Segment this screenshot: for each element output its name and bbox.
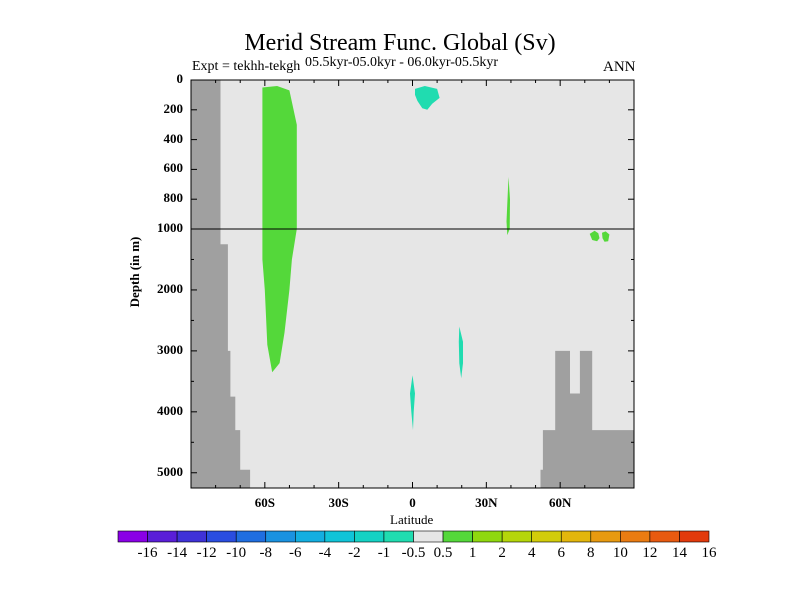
x-tick-label: 30N — [475, 495, 498, 510]
colorbar-label: -10 — [226, 545, 247, 561]
colorbar-swatch — [560, 530, 592, 543]
x-tick-label: 60S — [254, 495, 275, 510]
colorbar-label: 10 — [612, 545, 628, 561]
colorbar-swatch — [235, 530, 267, 543]
y-tick-label: 0 — [176, 71, 184, 86]
experiment-label: Expt = tekhh-tekgh — [192, 59, 301, 74]
colorbar-label: -14 — [167, 545, 188, 561]
northern-deep-negative-cell — [458, 326, 463, 379]
colorbar-label: -0.5 — [401, 545, 426, 561]
land-northern-sills — [540, 350, 634, 488]
land-mask — [191, 80, 634, 488]
colorbar-swatch — [649, 530, 680, 543]
x-tick-label: 30S — [328, 495, 349, 510]
high-latitude-north-positive-cell-lobe — [602, 231, 610, 242]
colorbar-swatch — [501, 530, 532, 543]
colorbar-swatch — [472, 530, 503, 543]
colorbar-swatch — [590, 530, 621, 543]
colorbar-label: -12 — [196, 545, 217, 561]
y-tick-label: 200 — [163, 100, 184, 116]
colorbar-label: -2 — [348, 545, 361, 561]
colorbar-swatch — [354, 530, 385, 543]
equatorial-deep-negative-cell — [410, 375, 415, 431]
colorbar-label: 6 — [557, 545, 566, 561]
colorbar-swatch — [679, 530, 710, 543]
colorbar-swatch — [265, 530, 296, 543]
colorbar-swatch — [117, 530, 148, 543]
period-label: 05.5kyr-05.0kyr - 06.0kyr-05.5kyr — [305, 55, 499, 70]
colorbar — [117, 530, 710, 543]
colorbar-swatch — [147, 530, 178, 543]
y-tick-label: 4000 — [157, 402, 183, 418]
high-latitude-north-positive-cell — [589, 230, 600, 242]
land-antarctica — [191, 80, 251, 488]
colorbar-swatch — [206, 530, 237, 543]
colorbar-swatch — [413, 530, 444, 543]
colorbar-swatch — [383, 530, 414, 543]
axis-ticks — [191, 79, 634, 488]
colorbar-label: -4 — [318, 545, 332, 561]
colorbar-label: 8 — [587, 545, 595, 561]
colorbar-label: 16 — [701, 545, 717, 561]
y-tick-label: 800 — [163, 190, 184, 206]
x-axis-label: Latitude — [390, 512, 434, 527]
colorbar-label: -16 — [137, 545, 158, 561]
x-tick-label: 60N — [548, 495, 572, 510]
chart-title: Merid Stream Func. Global (Sv) — [244, 30, 556, 56]
colorbar-label: 0.5 — [433, 545, 453, 561]
y-tick-label: 5000 — [157, 463, 183, 479]
y-tick-label: 3000 — [157, 341, 183, 357]
y-tick-label: 2000 — [157, 280, 183, 296]
colorbar-label: -8 — [259, 545, 273, 561]
colorbar-label: -6 — [289, 545, 302, 561]
colorbar-swatch — [442, 530, 473, 543]
colorbar-label: 1 — [468, 545, 477, 561]
colorbar-label: 14 — [671, 545, 687, 561]
x-tick-label: 0 — [409, 495, 416, 510]
colorbar-swatch — [531, 530, 562, 543]
y-tick-label: 600 — [163, 160, 184, 176]
colorbar-label: 4 — [527, 545, 536, 561]
colorbar-swatch — [620, 530, 651, 543]
colorbar-label: 12 — [642, 545, 658, 561]
y-tick-label: 1000 — [157, 220, 183, 235]
colorbar-swatch — [324, 530, 355, 543]
colorbar-label: 2 — [498, 545, 506, 561]
season-label: ANN — [603, 59, 636, 75]
colorbar-swatch — [294, 530, 326, 543]
colorbar-label: -1 — [377, 545, 391, 561]
y-tick-label: 400 — [163, 130, 184, 146]
equatorial-negative-cell-shallow — [415, 86, 440, 110]
subtropical-north-positive-cell — [506, 176, 510, 236]
colorbar-swatch — [176, 530, 207, 543]
